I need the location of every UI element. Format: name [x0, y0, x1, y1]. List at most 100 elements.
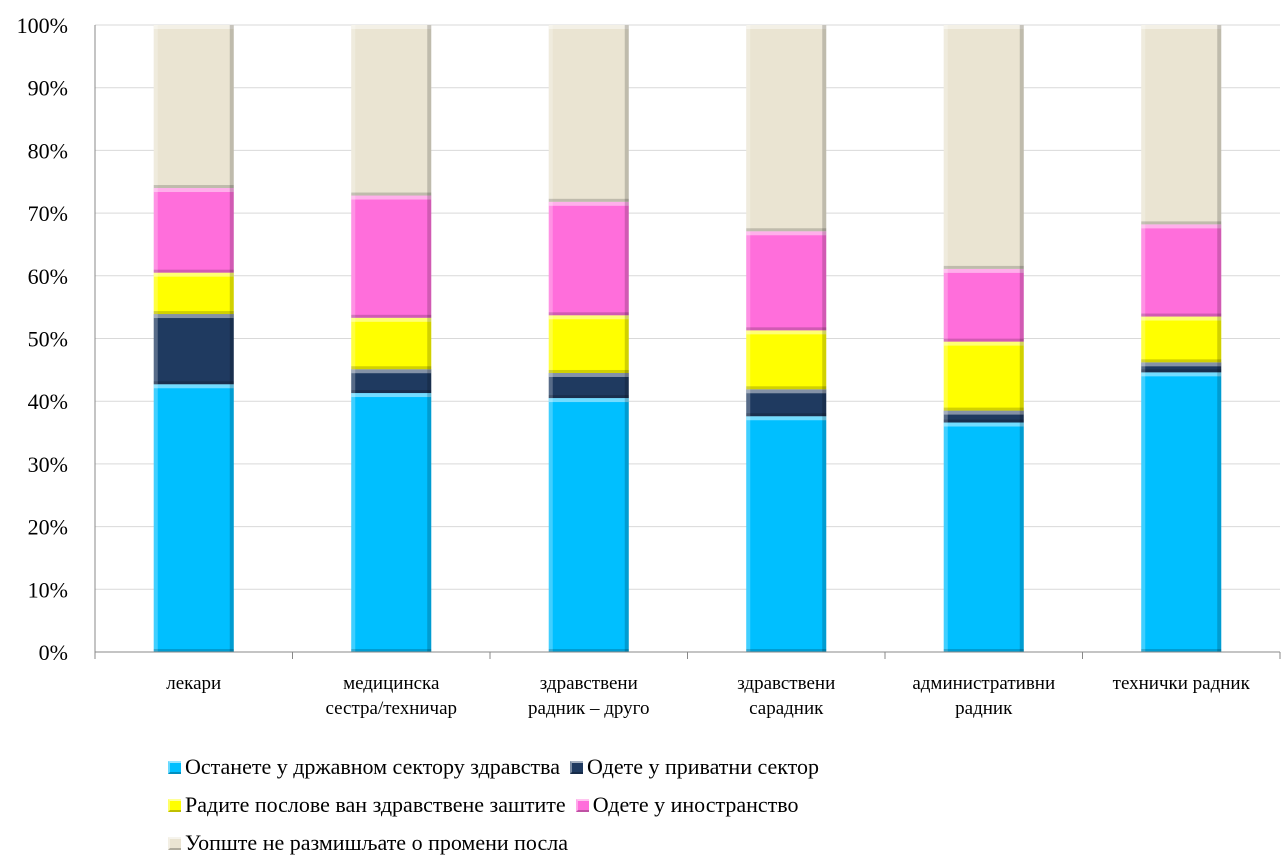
bar-segment-shadow [943, 419, 1024, 423]
y-tick-label: 50% [28, 327, 68, 352]
bar-segment-highlight [153, 314, 234, 319]
bar-segment [746, 25, 827, 232]
legend-swatch-icon [570, 760, 584, 774]
legend-swatch-icon [575, 798, 589, 812]
bar-segment [548, 398, 629, 652]
bar-segment-fill [1141, 316, 1222, 363]
bar-segment-highlight [746, 330, 751, 390]
bar-segment-shadow [1019, 410, 1024, 423]
bar-segment-highlight [153, 384, 234, 389]
bar-segment [351, 195, 432, 318]
x-category-label-line: сарадник [749, 698, 824, 719]
bar-segment-shadow [427, 195, 432, 318]
bar-segment-highlight [351, 369, 432, 374]
y-tick-label: 100% [17, 13, 68, 38]
bar-segment-highlight [153, 314, 158, 385]
bar-segment [943, 410, 1024, 423]
bar-segment-highlight [1141, 224, 1222, 229]
bar-segment [746, 416, 827, 652]
bar-segment-shadow [351, 192, 432, 196]
bar-segment-shadow [1141, 369, 1222, 373]
x-category-label-line: радник – друго [528, 698, 649, 719]
bar-segment-highlight [351, 393, 356, 652]
bar-segment-shadow [427, 317, 432, 370]
bar-segment-fill [746, 416, 827, 652]
bar-segment-shadow [624, 372, 629, 399]
x-category-label: здравствени радник – друго [528, 673, 649, 719]
bar-segment-shadow [624, 398, 629, 652]
bar-segment-highlight [1141, 372, 1222, 377]
legend-swatch-icon [168, 760, 181, 774]
bar-segment-highlight [943, 422, 948, 652]
bar-segment-highlight [746, 231, 827, 236]
bar-segment-highlight [943, 268, 1024, 273]
bar-segment-highlight [351, 317, 432, 322]
bar-segment-highlight [746, 416, 827, 421]
bar-segment [1141, 224, 1222, 317]
y-tick-label: 0% [39, 640, 68, 665]
bar-segment-highlight [746, 231, 751, 331]
bar-segment-shadow [548, 395, 629, 399]
bar-segment-fill [1141, 362, 1222, 373]
bar-segment-highlight [943, 25, 948, 269]
bar-segment-shadow [548, 312, 629, 316]
bar-segment [153, 314, 234, 385]
bar-segment-highlight [153, 384, 158, 652]
bar-segment-shadow [746, 228, 827, 232]
bar-segment-highlight [943, 268, 948, 342]
bar-segment-highlight [548, 315, 629, 320]
bar-segment-fill [1141, 224, 1222, 317]
y-tick-labels: 0% 10% 20% 30% 40% 50% 60% 70% 80% 90% 100% [17, 13, 68, 665]
stacked-bar-chart: 0% 10% 20% 30% 40% 50% 60% 70% 80% 90% 100% лекари… [17, 13, 1281, 719]
bar-segment-shadow [1141, 359, 1222, 363]
bar-segment-highlight [943, 410, 948, 423]
bar-segment-highlight [153, 272, 158, 315]
bar-segment-shadow [624, 315, 629, 373]
bar-segment-shadow [427, 25, 432, 196]
bar-segment-highlight [548, 201, 629, 206]
bar-segment-fill [943, 422, 1024, 652]
bar-segment-fill [943, 268, 1024, 342]
bar-segment-shadow [153, 311, 234, 315]
bar-segment-shadow [153, 381, 234, 385]
bar-segment-shadow [746, 386, 827, 390]
bar-segment-highlight [548, 315, 553, 373]
legend-swatch-icon [168, 798, 181, 812]
bar-segment-highlight [548, 398, 629, 403]
bar-segment-highlight [1141, 25, 1222, 29]
bar-segment [351, 369, 432, 394]
bar-segment-highlight [548, 372, 629, 377]
bar-segment [548, 372, 629, 399]
bar-segment-highlight [548, 201, 553, 316]
bar-segment-shadow [229, 272, 234, 315]
x-category-label-line: сестра/техничар [325, 698, 457, 719]
bar-segment-shadow [746, 327, 827, 331]
x-category-label: лекари [166, 673, 221, 694]
x-category-label-line: здравствени [737, 673, 835, 694]
bar-segment-fill [746, 25, 827, 232]
bar-segment-highlight [548, 372, 553, 399]
bar-segment-shadow [229, 25, 234, 189]
y-tick-label: 30% [28, 452, 68, 477]
bar-segment-highlight [746, 416, 751, 652]
legend-row: Радите послове ван здравствене заштите О… [168, 786, 1168, 824]
bar-segment-fill [746, 330, 827, 390]
bar-segment-highlight [1141, 316, 1222, 321]
legend-item-abroad: Одете у иностранство [575, 792, 799, 818]
legend-item-private-sector: Одете у приватни сектор [570, 754, 819, 780]
bar-segment-fill [351, 25, 432, 196]
bar-segment-highlight [351, 25, 432, 29]
bar-segment-shadow [943, 338, 1024, 342]
bar-segment [548, 201, 629, 316]
bar-segment-shadow [943, 407, 1024, 411]
x-category-label-line: медицинска [343, 673, 440, 694]
bar-segment-shadow [1019, 25, 1024, 269]
y-tick-label: 10% [28, 577, 68, 602]
bar-segment-highlight [351, 393, 432, 398]
bar-segment [548, 25, 629, 202]
bar-segment-shadow [624, 25, 629, 202]
legend-label: Уопште не размишљате о промени посла [185, 830, 568, 855]
bar-segment-highlight [153, 188, 158, 273]
x-category-label-line: радник [955, 698, 1013, 719]
bar-segment-highlight [1141, 224, 1146, 317]
